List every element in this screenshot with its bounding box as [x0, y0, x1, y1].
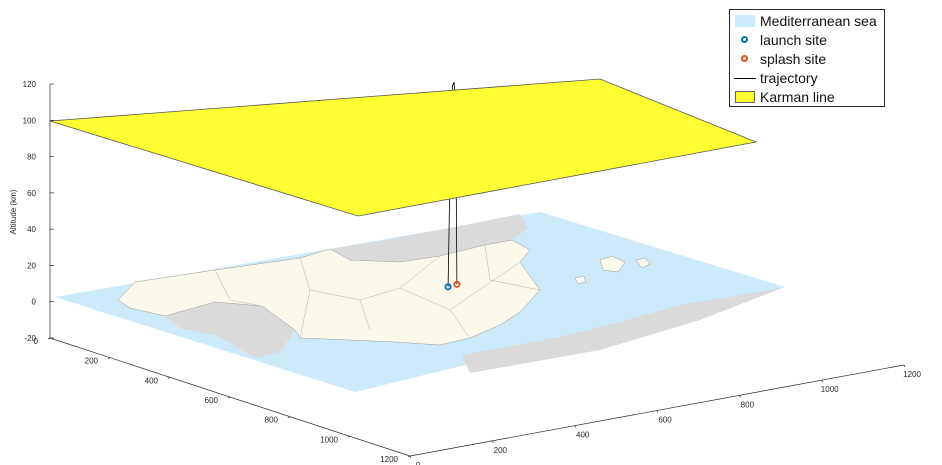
x-tick-label: 800: [741, 400, 755, 409]
tick-mark: [821, 380, 824, 383]
legend-item-karman-line: Karman line: [730, 88, 884, 107]
legend-label: splash site: [760, 51, 827, 67]
spain-land: [117, 239, 541, 346]
tick-mark: [407, 455, 411, 458]
legend-label: trajectory: [760, 70, 818, 86]
legend-item-splash-site: splash site: [730, 50, 884, 69]
y-tick-label: 200: [85, 357, 99, 366]
legend-label: Karman line: [760, 89, 835, 105]
z-tick-label: 80: [27, 153, 36, 162]
map-plane: [55, 212, 785, 392]
legend-swatch-karman: [735, 91, 755, 103]
y-tick-label: 800: [265, 416, 279, 425]
launch-site-marker: [444, 283, 452, 291]
tick-mark: [227, 396, 231, 399]
x-tick-group: 0 200 400 600 800 1000 1200: [409, 364, 921, 465]
y-tick-label: 0: [34, 337, 39, 346]
y-tick-label: 400: [145, 376, 159, 385]
tick-mark: [347, 435, 351, 438]
y-tick-group: 0 200 400 600 800 1000 1200: [34, 337, 411, 464]
tick-mark: [903, 364, 906, 368]
y-tick-label: 1200: [380, 455, 398, 464]
trajectory-line-upper: [452, 82, 455, 87]
balearic-island-3: [574, 275, 587, 285]
z-tick-label: 120: [23, 80, 37, 89]
karman-line-plane: [49, 78, 758, 217]
splash-site-marker: [453, 280, 461, 288]
z-tick-label: 0: [32, 298, 37, 307]
tick-mark: [574, 425, 576, 428]
tick-mark: [47, 337, 51, 340]
chart-legend: Mediterranean sea launch site splash sit…: [729, 9, 885, 107]
legend-marker-splash: [741, 55, 748, 62]
legend-marker-launch: [741, 36, 748, 43]
z-tick-label: -20: [24, 334, 36, 343]
x-tick-label: 600: [658, 415, 672, 424]
legend-label: Mediterranean sea: [760, 13, 877, 29]
france-land: [330, 214, 528, 262]
tick-mark: [167, 377, 171, 379]
x-tick-label: 200: [494, 446, 508, 455]
region-borders: [214, 244, 541, 339]
tick-mark: [409, 455, 412, 459]
x-tick-label: 0: [416, 461, 421, 465]
balearic-island-1: [599, 255, 626, 273]
tick-mark: [287, 416, 291, 418]
tick-mark: [492, 440, 494, 443]
tick-mark: [739, 395, 741, 398]
z-tick-label: 100: [23, 116, 37, 125]
z-tick-label: 40: [27, 225, 36, 234]
portugal-land: [165, 302, 295, 358]
legend-line-trajectory: [734, 78, 756, 79]
x-tick-label: 1200: [903, 370, 921, 379]
tick-mark: [656, 410, 659, 413]
africa-land: [462, 287, 785, 373]
legend-item-trajectory: trajectory: [730, 69, 884, 88]
legend-item-mediterranean-sea: Mediterranean sea: [730, 12, 884, 31]
balearic-island-2: [635, 257, 651, 269]
z-tick-label: 20: [27, 261, 36, 270]
x-tick-label: 1000: [821, 385, 839, 394]
legend-label: launch site: [760, 32, 827, 48]
z-tick-label: 60: [27, 189, 36, 198]
y-tick-label: 1000: [320, 435, 338, 444]
legend-item-launch-site: launch site: [730, 31, 884, 50]
tick-mark: [107, 357, 111, 359]
y-tick-label: 600: [205, 396, 219, 405]
legend-swatch-sea: [735, 15, 755, 27]
x-tick-label: 400: [576, 431, 590, 440]
z-axis-label: Altitude (km): [9, 189, 18, 234]
